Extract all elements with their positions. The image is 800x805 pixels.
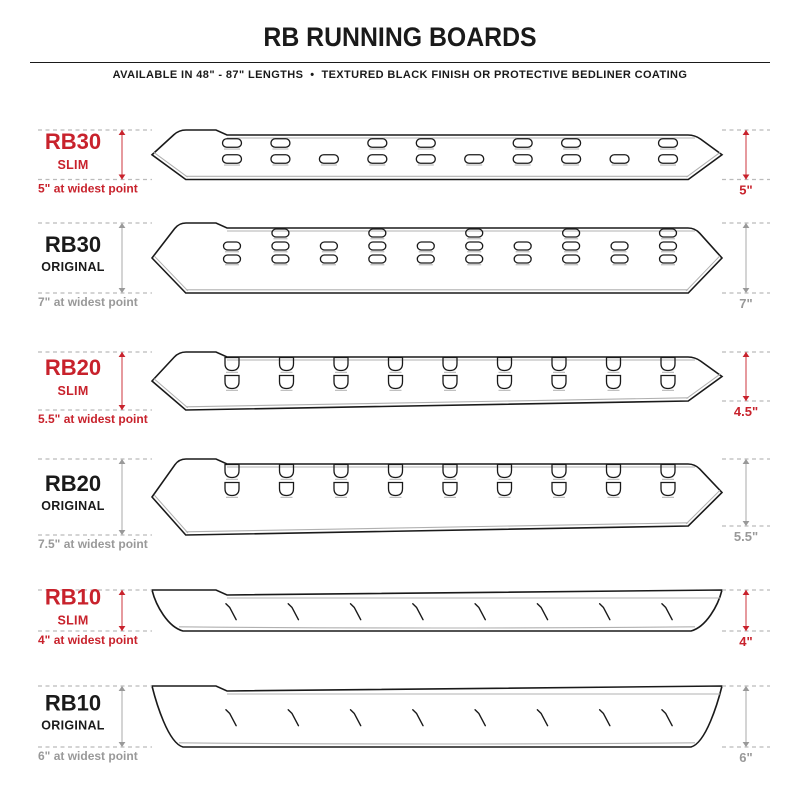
svg-text:4" at widest point: 4" at widest point (38, 633, 138, 647)
svg-text:RB30: RB30 (45, 129, 101, 154)
svg-text:7" at widest point: 7" at widest point (38, 295, 138, 309)
svg-text:RB20: RB20 (45, 471, 101, 496)
svg-text:4.5": 4.5" (734, 404, 758, 419)
svg-text:6" at widest point: 6" at widest point (38, 749, 138, 763)
svg-text:SLIM: SLIM (57, 614, 88, 628)
svg-text:5": 5" (739, 183, 752, 198)
svg-text:5.5": 5.5" (734, 529, 758, 544)
svg-text:7": 7" (739, 296, 752, 311)
svg-text:7.5" at widest point: 7.5" at widest point (38, 537, 148, 551)
svg-text:6": 6" (739, 750, 752, 765)
svg-text:ORIGINAL: ORIGINAL (41, 260, 105, 274)
svg-text:RB10: RB10 (45, 585, 101, 610)
svg-text:SLIM: SLIM (57, 384, 88, 398)
svg-text:5" at widest point: 5" at widest point (38, 182, 138, 196)
svg-text:RB30: RB30 (45, 232, 101, 257)
svg-text:ORIGINAL: ORIGINAL (41, 499, 105, 513)
svg-text:RB10: RB10 (45, 691, 101, 716)
svg-text:ORIGINAL: ORIGINAL (41, 719, 105, 733)
svg-text:RB20: RB20 (45, 355, 101, 380)
svg-text:4": 4" (739, 634, 752, 649)
svg-text:SLIM: SLIM (57, 158, 88, 172)
svg-text:5.5" at widest point: 5.5" at widest point (38, 412, 148, 426)
